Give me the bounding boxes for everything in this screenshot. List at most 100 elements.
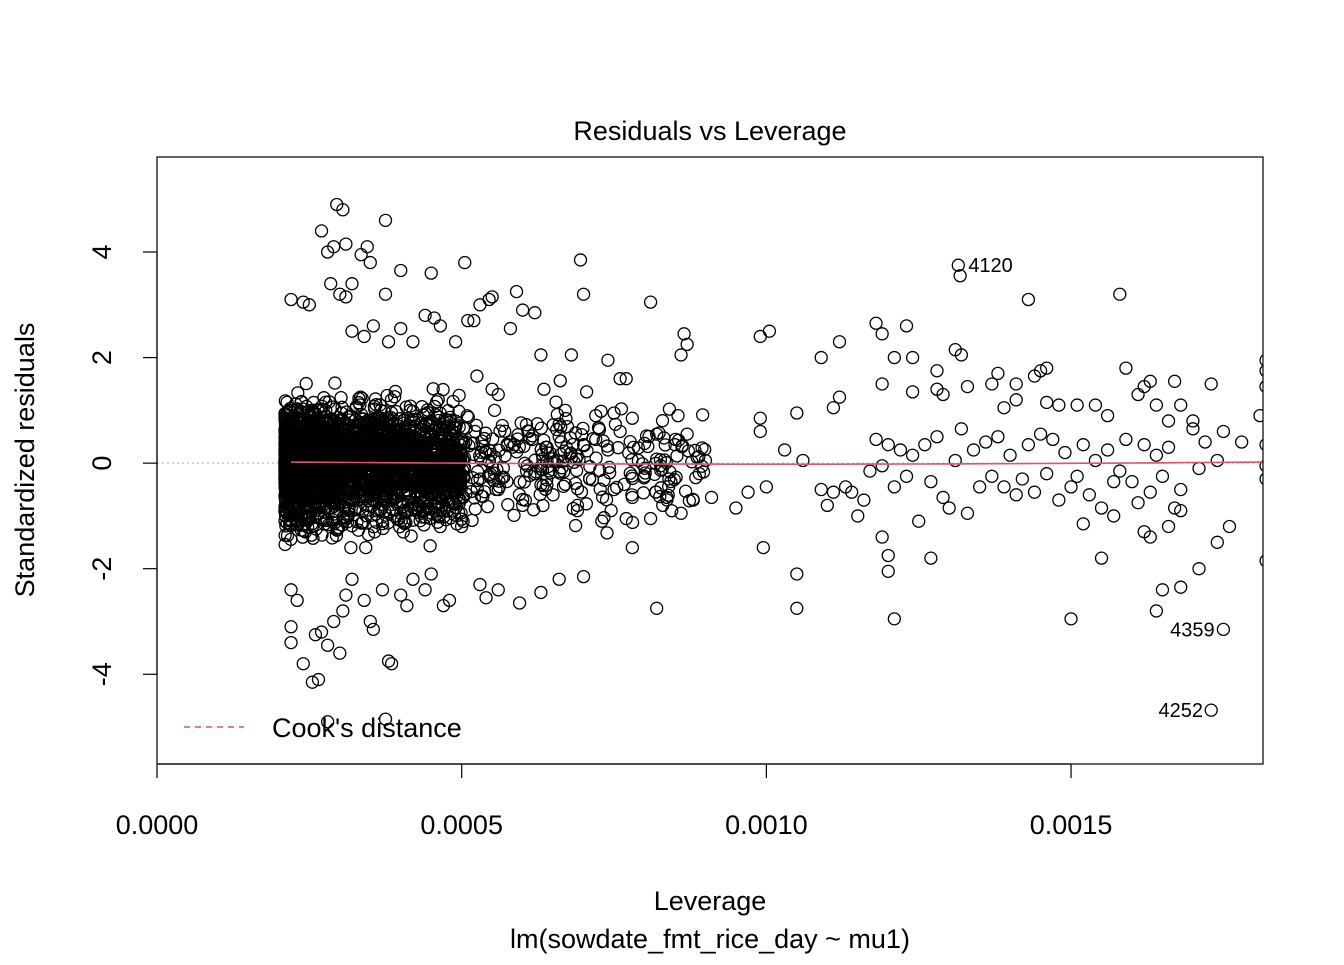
data-point [278, 457, 292, 472]
data-point [576, 421, 590, 436]
data-point [367, 402, 382, 416]
data-point [1210, 535, 1224, 549]
data-point [698, 453, 713, 468]
data-point [1021, 438, 1036, 452]
data-point [1137, 379, 1151, 394]
data-point [473, 577, 487, 592]
data-point [1052, 493, 1066, 507]
data-point [930, 430, 944, 444]
point-label-4120: 4120 [968, 255, 1013, 277]
data-point [306, 531, 320, 545]
data-point [579, 385, 594, 399]
data-point [308, 628, 323, 642]
data-point [674, 506, 688, 520]
data-point [336, 604, 350, 618]
data-point [790, 567, 804, 581]
data-point [1155, 583, 1170, 597]
data-point [1174, 503, 1188, 518]
data-point [525, 429, 540, 443]
data-point [540, 478, 554, 492]
data-point [322, 474, 336, 489]
data-point [335, 470, 349, 484]
data-point [403, 403, 417, 418]
data-point [540, 473, 554, 487]
data-point [467, 436, 481, 450]
data-point [753, 411, 767, 425]
data-point [448, 479, 463, 493]
data-point [1015, 472, 1029, 486]
data-point [899, 319, 914, 333]
data-point [367, 450, 381, 465]
data-point [359, 540, 373, 555]
data-point [948, 453, 962, 468]
data-point [456, 490, 471, 504]
data-point [583, 472, 597, 486]
data-point [398, 475, 412, 490]
x-tick-label: 0.0010 [725, 810, 808, 840]
data-point [1119, 361, 1133, 375]
data-point [930, 364, 944, 378]
data-point [1204, 703, 1218, 717]
data-point [1064, 480, 1078, 494]
data-point [960, 379, 975, 394]
data-point [399, 427, 413, 442]
data-point [985, 377, 999, 391]
data-point [360, 427, 374, 442]
data-point [678, 484, 693, 498]
data-point [729, 501, 743, 515]
data-point [449, 418, 463, 432]
data-point [473, 298, 487, 312]
data-point [456, 421, 471, 435]
data-point [412, 451, 426, 465]
data-point [1009, 377, 1023, 391]
data-point [413, 500, 427, 514]
data-point [692, 467, 706, 481]
data-point [282, 431, 296, 445]
data-point [1113, 464, 1127, 478]
data-point [297, 524, 311, 538]
data-point [360, 240, 374, 254]
data-point [568, 518, 583, 533]
data-point [1259, 459, 1263, 472]
data-point [459, 487, 473, 501]
data-point [283, 401, 297, 416]
data-point [479, 445, 493, 460]
data-point [334, 452, 348, 466]
data-point [368, 525, 382, 539]
data-point [857, 493, 871, 507]
data-point [400, 599, 414, 613]
data-point [534, 348, 548, 362]
data-point [458, 435, 473, 449]
data-point [363, 415, 377, 429]
data-point [500, 437, 514, 451]
data-point [1009, 393, 1023, 407]
data-point [558, 403, 572, 418]
data-point [1161, 440, 1176, 454]
data-point [452, 388, 466, 403]
data-point [613, 424, 627, 439]
data-point [869, 432, 883, 447]
data-point [1094, 551, 1109, 565]
data-point [479, 591, 493, 605]
point-label-4359: 4359 [1170, 619, 1215, 641]
data-point [1167, 374, 1182, 388]
data-point [869, 316, 883, 330]
data-point [625, 411, 639, 425]
data-point [345, 572, 359, 586]
data-point [1149, 604, 1164, 618]
data-point [377, 444, 391, 458]
data-point [384, 393, 399, 407]
data-point [662, 472, 676, 486]
data-point [430, 515, 445, 529]
data-point [328, 504, 342, 518]
data-point [491, 387, 505, 402]
data-point [569, 463, 584, 478]
data-point [321, 491, 335, 505]
data-point [574, 485, 589, 499]
data-point [381, 654, 396, 668]
data-point [468, 502, 482, 516]
data-point [285, 479, 299, 493]
data-point [845, 485, 859, 499]
data-point [404, 529, 418, 543]
data-point [570, 498, 585, 513]
